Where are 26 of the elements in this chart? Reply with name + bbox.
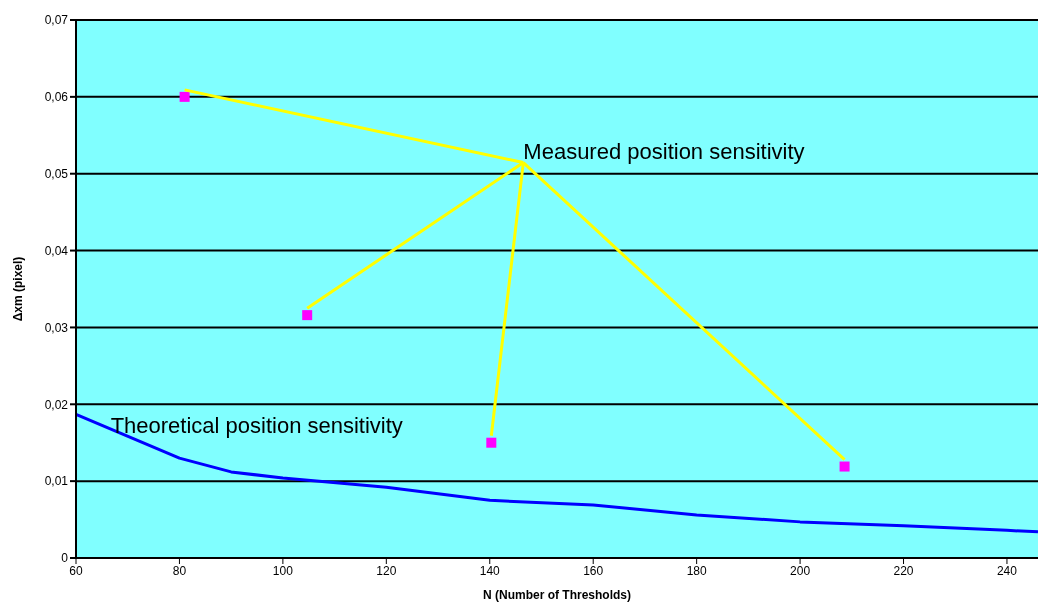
y-tick-label: 0 <box>61 551 69 566</box>
x-tick-label: 120 <box>376 563 397 578</box>
series-label: Theoretical position sensitivity <box>110 412 403 438</box>
x-axis-title: N (Number of Thresholds) <box>482 588 632 602</box>
x-tick-label: 200 <box>790 563 811 578</box>
x-tick-label: 80 <box>172 563 187 578</box>
x-tick-label: 140 <box>479 563 501 578</box>
y-tick-label: 0,01 <box>44 474 69 489</box>
point <box>486 437 497 448</box>
point <box>302 310 313 321</box>
x-tick-label: 240 <box>996 563 1018 578</box>
point <box>839 461 850 472</box>
x-tick-label: 160 <box>583 563 604 578</box>
y-tick-label: 0,02 <box>44 397 69 412</box>
y-tick-label: 0,06 <box>44 90 69 105</box>
y-tick-label: 0,05 <box>44 166 69 181</box>
y-tick-label: 0,07 <box>44 13 69 28</box>
point <box>179 91 190 102</box>
x-tick-label: 180 <box>686 563 707 578</box>
y-tick-label: 0,04 <box>44 243 69 258</box>
y-axis-title: Δxm (pixel) <box>11 256 26 322</box>
x-tick-label: 100 <box>272 563 294 578</box>
y-tick-label: 0,03 <box>44 320 69 335</box>
text: Measured position sensitivity <box>523 138 805 164</box>
x-tick-label: 220 <box>893 563 914 578</box>
x-tick-label: 60 <box>69 563 83 578</box>
